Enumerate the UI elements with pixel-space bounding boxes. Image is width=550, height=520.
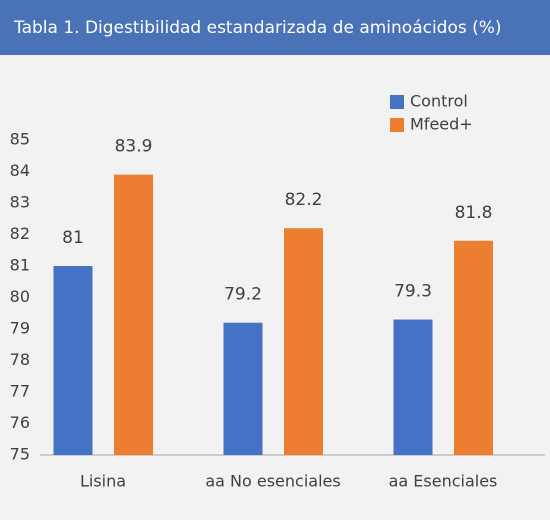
value-label: 83.9	[115, 137, 153, 157]
value-label: 81	[62, 228, 84, 248]
y-tick-label: 84	[10, 161, 30, 180]
legend-swatch	[390, 118, 404, 132]
bar	[284, 228, 323, 455]
x-tick-label: aa Esenciales	[389, 472, 498, 491]
x-tick-label: aa No esenciales	[205, 472, 340, 491]
value-label: 79.2	[224, 285, 262, 305]
legend-label: Mfeed+	[410, 115, 473, 134]
legend-swatch	[390, 95, 404, 109]
y-tick-label: 75	[10, 445, 30, 464]
value-label: 81.8	[455, 203, 493, 223]
y-tick-label: 81	[10, 256, 30, 275]
y-tick-label: 77	[10, 382, 30, 401]
bar	[393, 319, 433, 455]
y-tick-label: 76	[10, 413, 30, 432]
bar	[223, 322, 263, 455]
y-tick-label: 82	[10, 224, 30, 243]
y-tick-label: 85	[10, 130, 30, 149]
y-tick-label: 79	[10, 319, 30, 338]
value-label: 79.3	[394, 282, 432, 302]
x-tick-label: Lisina	[80, 472, 126, 491]
header-bar	[0, 0, 550, 55]
bar	[53, 266, 93, 455]
y-tick-label: 80	[10, 287, 30, 306]
bar	[114, 174, 153, 455]
chart-title: Tabla 1. Digestibilidad estandarizada de…	[13, 18, 502, 38]
y-tick-label: 78	[10, 350, 30, 369]
legend-label: Control	[410, 92, 468, 111]
bar	[454, 240, 493, 455]
y-tick-label: 83	[10, 193, 30, 212]
value-label: 82.2	[285, 190, 323, 210]
